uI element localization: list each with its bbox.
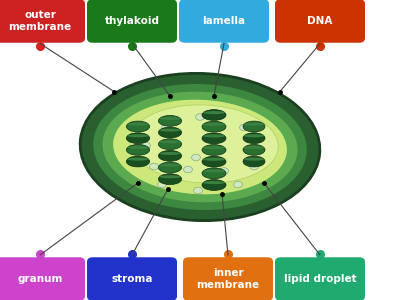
Ellipse shape	[244, 134, 264, 137]
Ellipse shape	[159, 175, 181, 178]
Ellipse shape	[159, 129, 181, 132]
Ellipse shape	[158, 116, 182, 126]
Ellipse shape	[243, 144, 265, 155]
Ellipse shape	[203, 134, 225, 137]
Ellipse shape	[203, 146, 225, 149]
Text: stroma: stroma	[111, 274, 153, 284]
Ellipse shape	[203, 169, 225, 172]
Ellipse shape	[244, 158, 264, 160]
FancyBboxPatch shape	[183, 257, 273, 300]
Ellipse shape	[202, 156, 226, 167]
Ellipse shape	[202, 110, 226, 120]
Ellipse shape	[243, 121, 265, 132]
Ellipse shape	[202, 133, 226, 144]
FancyBboxPatch shape	[87, 257, 177, 300]
Ellipse shape	[159, 152, 181, 155]
Text: lipid droplet: lipid droplet	[284, 274, 356, 284]
Ellipse shape	[102, 91, 298, 203]
Ellipse shape	[127, 146, 149, 149]
Ellipse shape	[158, 150, 182, 161]
Ellipse shape	[158, 127, 182, 138]
Ellipse shape	[126, 144, 150, 155]
Ellipse shape	[159, 117, 181, 120]
Ellipse shape	[158, 139, 182, 150]
Ellipse shape	[80, 74, 320, 220]
Text: thylakoid: thylakoid	[104, 16, 160, 26]
Circle shape	[192, 154, 200, 161]
Ellipse shape	[159, 140, 181, 143]
Circle shape	[220, 168, 228, 174]
Ellipse shape	[92, 83, 308, 211]
Circle shape	[194, 187, 202, 194]
Ellipse shape	[158, 162, 182, 173]
Ellipse shape	[127, 158, 149, 160]
Ellipse shape	[202, 180, 226, 190]
Ellipse shape	[126, 133, 150, 144]
Text: outer
membrane: outer membrane	[8, 11, 72, 32]
Ellipse shape	[159, 164, 181, 166]
Ellipse shape	[126, 156, 150, 167]
Ellipse shape	[244, 146, 264, 149]
Ellipse shape	[126, 121, 150, 132]
Text: DNA: DNA	[307, 16, 333, 26]
Circle shape	[184, 166, 192, 173]
FancyBboxPatch shape	[179, 0, 269, 43]
Ellipse shape	[244, 123, 264, 126]
Ellipse shape	[202, 168, 226, 179]
Ellipse shape	[203, 111, 225, 114]
FancyBboxPatch shape	[275, 257, 365, 300]
Ellipse shape	[130, 105, 278, 183]
Ellipse shape	[203, 181, 225, 184]
Circle shape	[142, 142, 150, 149]
Circle shape	[250, 163, 258, 170]
Circle shape	[158, 181, 166, 188]
FancyBboxPatch shape	[0, 257, 85, 300]
Ellipse shape	[127, 134, 149, 137]
Text: inner
membrane: inner membrane	[196, 268, 260, 290]
FancyBboxPatch shape	[87, 0, 177, 43]
Ellipse shape	[243, 133, 265, 144]
Ellipse shape	[112, 99, 288, 195]
Circle shape	[196, 114, 204, 120]
Circle shape	[150, 163, 158, 170]
FancyBboxPatch shape	[0, 0, 85, 43]
Circle shape	[234, 181, 242, 188]
Circle shape	[240, 124, 248, 131]
Ellipse shape	[203, 158, 225, 161]
Text: granum: granum	[17, 274, 63, 284]
Ellipse shape	[202, 121, 226, 132]
Ellipse shape	[158, 174, 182, 184]
Text: lamella: lamella	[202, 16, 246, 26]
Ellipse shape	[203, 123, 225, 126]
Ellipse shape	[202, 145, 226, 155]
Ellipse shape	[243, 156, 265, 167]
Circle shape	[162, 124, 170, 131]
Ellipse shape	[127, 123, 149, 126]
FancyBboxPatch shape	[275, 0, 365, 43]
